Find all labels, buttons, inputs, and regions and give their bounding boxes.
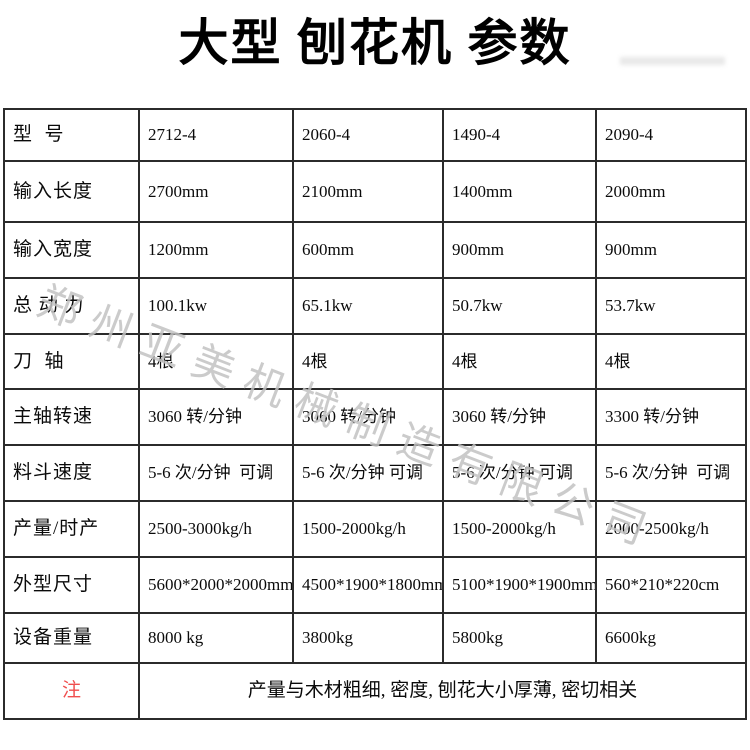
table-cell: 4根 bbox=[138, 333, 294, 390]
table-cell: 2712-4 bbox=[138, 108, 294, 162]
table-cell: 2100mm bbox=[292, 160, 444, 223]
row-label: 输入宽度 bbox=[3, 221, 140, 279]
table-cell: 5600*2000*2000mm bbox=[138, 556, 294, 614]
table-cell: 3800kg bbox=[292, 612, 444, 664]
table-cell: 600mm bbox=[292, 221, 444, 279]
spec-table: 型 号 2712-4 2060-4 1490-4 2090-4 输入长度 270… bbox=[3, 108, 747, 720]
row-label: 产量/时产 bbox=[3, 500, 140, 558]
table-row-spindle-speed: 主轴转速 3060 转/分钟 3060 转/分钟 3060 转/分钟 3300 … bbox=[3, 388, 747, 446]
page-title: 大型 刨花机 参数 bbox=[178, 15, 572, 71]
table-cell: 1490-4 bbox=[442, 108, 597, 162]
row-label: 设备重量 bbox=[3, 612, 140, 664]
table-row-input-length: 输入长度 2700mm 2100mm 1400mm 2000mm bbox=[3, 160, 747, 223]
table-row-output: 产量/时产 2500-3000kg/h 1500-2000kg/h 1500-2… bbox=[3, 500, 747, 558]
table-cell: 1400mm bbox=[442, 160, 597, 223]
row-label: 总 动 力 bbox=[3, 277, 140, 335]
table-cell: 3060 转/分钟 bbox=[292, 388, 444, 446]
table-cell: 100.1kw bbox=[138, 277, 294, 335]
table-cell: 2060-4 bbox=[292, 108, 444, 162]
row-label: 刀 轴 bbox=[3, 333, 140, 390]
table-cell: 5-6 次/分钟 可调 bbox=[442, 444, 597, 502]
table-cell: 3300 转/分钟 bbox=[595, 388, 747, 446]
row-label: 主轴转速 bbox=[3, 388, 140, 446]
title-smudge-artifact bbox=[620, 57, 725, 65]
table-cell: 5800kg bbox=[442, 612, 597, 664]
row-label: 输入长度 bbox=[3, 160, 140, 223]
table-cell: 2700mm bbox=[138, 160, 294, 223]
table-cell: 1200mm bbox=[138, 221, 294, 279]
row-label: 外型尺寸 bbox=[3, 556, 140, 614]
table-cell: 65.1kw bbox=[292, 277, 444, 335]
table-row-knife-shafts: 刀 轴 4根 4根 4根 4根 bbox=[3, 333, 747, 390]
table-row-weight: 设备重量 8000 kg 3800kg 5800kg 6600kg bbox=[3, 612, 747, 664]
table-row-note: 注 产量与木材粗细, 密度, 刨花大小厚薄, 密切相关 bbox=[3, 662, 747, 720]
table-row-total-power: 总 动 力 100.1kw 65.1kw 50.7kw 53.7kw bbox=[3, 277, 747, 335]
table-cell: 5-6 次/分钟 可调 bbox=[138, 444, 294, 502]
table-cell: 4根 bbox=[292, 333, 444, 390]
note-text: 产量与木材粗细, 密度, 刨花大小厚薄, 密切相关 bbox=[138, 662, 747, 720]
table-row-dimensions: 外型尺寸 5600*2000*2000mm 4500*1900*1800mm 5… bbox=[3, 556, 747, 614]
table-cell: 1500-2000kg/h bbox=[292, 500, 444, 558]
table-row-hopper-speed: 料斗速度 5-6 次/分钟 可调 5-6 次/分钟 可调 5-6 次/分钟 可调… bbox=[3, 444, 747, 502]
table-cell: 900mm bbox=[442, 221, 597, 279]
table-cell: 5-6 次/分钟 可调 bbox=[595, 444, 747, 502]
table-cell: 4500*1900*1800mm bbox=[292, 556, 444, 614]
row-label: 料斗速度 bbox=[3, 444, 140, 502]
row-label: 型 号 bbox=[3, 108, 140, 162]
table-row-input-width: 输入宽度 1200mm 600mm 900mm 900mm bbox=[3, 221, 747, 279]
table-cell: 560*210*220cm bbox=[595, 556, 747, 614]
table-cell: 2000mm bbox=[595, 160, 747, 223]
table-cell: 900mm bbox=[595, 221, 747, 279]
table-cell: 8000 kg bbox=[138, 612, 294, 664]
table-cell: 2090-4 bbox=[595, 108, 747, 162]
note-label: 注 bbox=[3, 662, 140, 720]
table-cell: 3060 转/分钟 bbox=[138, 388, 294, 446]
table-cell: 4根 bbox=[595, 333, 747, 390]
table-cell: 3060 转/分钟 bbox=[442, 388, 597, 446]
table-cell: 53.7kw bbox=[595, 277, 747, 335]
table-row-model: 型 号 2712-4 2060-4 1490-4 2090-4 bbox=[3, 108, 747, 162]
table-cell: 2500-3000kg/h bbox=[138, 500, 294, 558]
table-cell: 1500-2000kg/h bbox=[442, 500, 597, 558]
table-cell: 4根 bbox=[442, 333, 597, 390]
table-cell: 50.7kw bbox=[442, 277, 597, 335]
table-cell: 5-6 次/分钟 可调 bbox=[292, 444, 444, 502]
table-cell: 6600kg bbox=[595, 612, 747, 664]
table-cell: 5100*1900*1900mm bbox=[442, 556, 597, 614]
table-cell: 2000-2500kg/h bbox=[595, 500, 747, 558]
